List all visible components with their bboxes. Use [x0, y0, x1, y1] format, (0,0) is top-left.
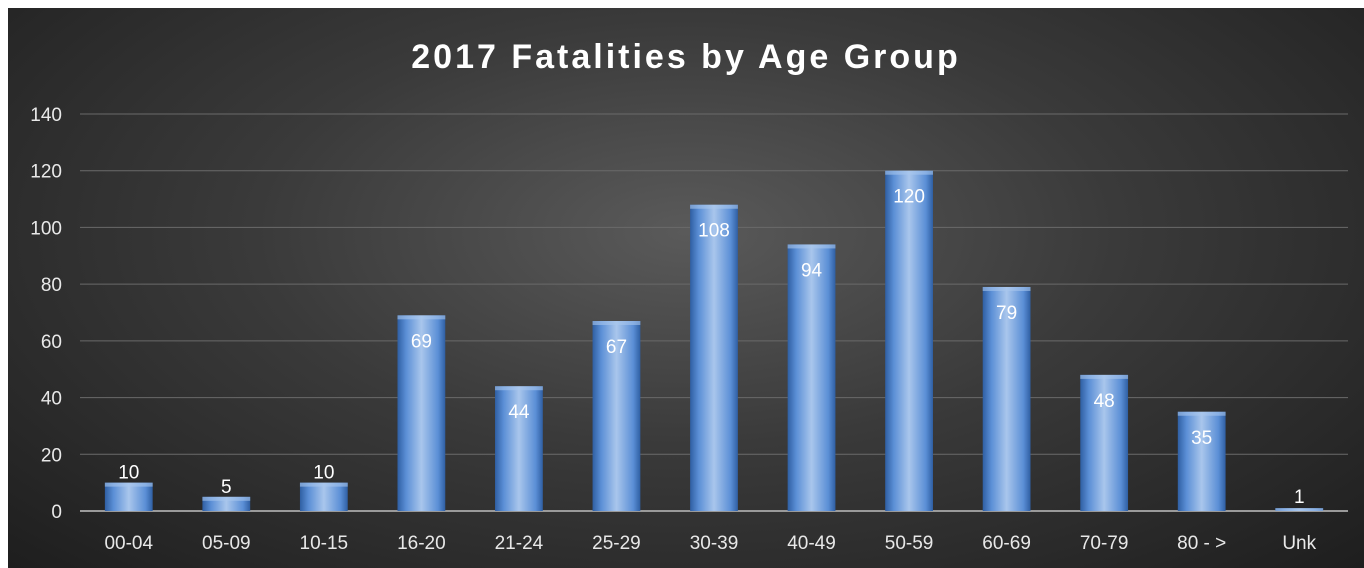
bar-highlight [885, 170, 933, 175]
x-tick-label: 80 - > [1177, 533, 1226, 554]
bar [690, 204, 738, 511]
bar [299, 482, 348, 511]
bar-highlight [299, 482, 348, 487]
bar-highlight [104, 482, 153, 487]
bar [1177, 411, 1226, 511]
x-tick-label: Unk [1282, 533, 1316, 554]
data-label: 69 [411, 331, 432, 352]
bar [885, 170, 933, 511]
y-tick-label: 40 [41, 389, 62, 410]
x-tick-label: 60-69 [982, 533, 1031, 554]
bar [104, 482, 153, 511]
bar-chart: 0 20 40 60 80 100 120 140 00-04 05-09 10-15 16-20 2… [30, 105, 1348, 554]
y-axis-ticks: 0 20 40 60 80 100 120 140 [30, 105, 62, 523]
x-tick-label: 25-29 [592, 533, 641, 554]
data-label: 10 [118, 463, 139, 484]
bar [982, 286, 1031, 511]
x-tick-label: 10-15 [300, 533, 349, 554]
data-label: 79 [996, 303, 1017, 324]
bar-highlight [397, 315, 446, 320]
data-label: 120 [893, 187, 925, 208]
bar [787, 244, 836, 511]
x-tick-label: 21-24 [495, 533, 544, 554]
chart-title: 2017 Fatalities by Age Group [411, 38, 961, 76]
bar [495, 386, 543, 511]
data-label: 5 [221, 477, 232, 498]
y-tick-label: 0 [51, 502, 62, 523]
x-tick-label: 00-04 [104, 533, 153, 554]
data-label: 1 [1294, 487, 1305, 508]
data-label: 67 [606, 337, 627, 358]
y-tick-label: 80 [41, 275, 62, 296]
bar [1080, 374, 1129, 511]
bar-highlight [1080, 374, 1129, 379]
chart-area: 2017 Fatalities by Age Group 0 20 40 60 80 10… [8, 8, 1364, 568]
y-tick-label: 100 [30, 218, 62, 239]
x-axis-ticks: 00-04 05-09 10-15 16-20 21-24 25-29 30-39 40-49… [104, 533, 1316, 554]
y-tick-label: 60 [41, 332, 62, 353]
data-labels: 10 5 10 69 44 67 108 94 120 79 48 35 1 [118, 187, 1304, 508]
y-tick-label: 20 [41, 445, 62, 466]
x-tick-label: 16-20 [397, 533, 446, 554]
bar-highlight [787, 244, 836, 249]
x-tick-label: 40-49 [787, 533, 836, 554]
y-tick-label: 140 [30, 105, 62, 126]
y-tick-label: 120 [30, 162, 62, 183]
x-tick-label: 50-59 [885, 533, 934, 554]
data-label: 35 [1191, 428, 1212, 449]
data-label: 44 [508, 402, 530, 423]
bar-highlight [982, 286, 1031, 291]
bar-highlight [690, 204, 738, 209]
bar [592, 321, 641, 511]
data-label: 48 [1094, 391, 1115, 412]
bar-highlight [1177, 411, 1226, 416]
bar-highlight [592, 321, 641, 326]
x-tick-label: 30-39 [690, 533, 739, 554]
bar-highlight [1275, 508, 1324, 511]
x-tick-label: 05-09 [202, 533, 251, 554]
data-label: 94 [801, 260, 823, 281]
bar [397, 315, 446, 511]
bar-highlight [202, 496, 251, 501]
bars [104, 170, 1324, 511]
data-label: 10 [313, 463, 334, 484]
data-label: 108 [698, 221, 730, 242]
x-tick-label: 70-79 [1080, 533, 1129, 554]
bar-highlight [495, 386, 543, 391]
